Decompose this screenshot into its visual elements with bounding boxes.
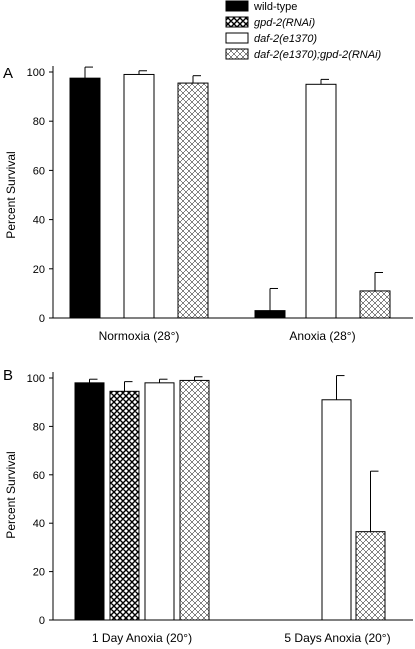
legend: wild-type gpd-2(RNAi) daf-2(e1370) daf-2… (225, 0, 382, 61)
panel-b-y-tick-label: 60 (33, 470, 45, 482)
panel-a-bar-daf-2 (305, 83, 337, 319)
panel-b-y-axis-label: Percent Survival (4, 451, 18, 538)
panel-a: A Percent Survival 0 20 40 60 80 100 Normoxia … (3, 65, 413, 343)
panel-a-y-tick-label: 80 (33, 116, 45, 128)
panel-b-y-tick-label: 0 (39, 615, 45, 627)
panel-a-y-tick-label: 100 (27, 67, 45, 79)
legend-label-daf-2: daf-2(e1370) (254, 33, 317, 45)
panel-b-category-label: 5 Days Anoxia (20°) (284, 631, 390, 645)
panel-a-category-label: Normoxia (28°) (99, 329, 180, 343)
legend-item-daf-2-gpd-2-rnai: daf-2(e1370);gpd-2(RNAi) (225, 48, 382, 61)
panel-b-y-tick-label: 40 (33, 518, 45, 530)
panel-b-category-label: 1 Day Anoxia (20°) (92, 631, 192, 645)
panel-a-bars (69, 66, 391, 319)
panel-b-bar-daf-2-gpd-2-rnai (355, 531, 386, 621)
legend-label-wild-type: wild-type (253, 1, 297, 13)
panel-a-y-tick-label: 40 (33, 215, 45, 227)
legend-label-gpd-2-rnai: gpd-2(RNAi) (254, 17, 315, 29)
panel-b-axes: 0 20 40 60 80 100 1 Day Anoxia (20°) 5 Days Ano… (27, 372, 413, 645)
legend-swatch-daf-2 (225, 32, 249, 44)
panel-a-bar-daf-2 (123, 73, 155, 319)
panel-a-y-tick-label: 60 (33, 165, 45, 177)
panel-b-bar-wild-type (74, 382, 105, 621)
legend-item-wild-type: wild-type (225, 0, 297, 13)
legend-swatch-daf-2-gpd-2-rnai (225, 48, 249, 60)
panel-a-y-axis-label: Percent Survival (4, 151, 18, 238)
panel-b-y-tick-label: 20 (33, 567, 45, 579)
panel-b-y-tick-label: 80 (33, 421, 45, 433)
legend-item-gpd-2-rnai: gpd-2(RNAi) (225, 16, 315, 29)
panel-b-bar-daf-2-gpd-2-rnai (179, 379, 210, 621)
panel-a-category-label: Anoxia (28°) (289, 329, 355, 343)
panel-a-y-tick-label: 20 (33, 264, 45, 276)
panel-a-axes: 0 20 40 60 80 100 Normoxia (28°) Anoxia (28°) (27, 66, 413, 343)
panel-b-bar-daf-2 (321, 399, 352, 621)
legend-label-daf-2-gpd-2-rnai: daf-2(e1370);gpd-2(RNAi) (254, 49, 382, 61)
panel-a-bar-wild-type (69, 77, 101, 319)
panel-b-bar-gpd-2-rnai (109, 390, 140, 621)
panel-b-bar-daf-2 (144, 382, 175, 621)
panel-b-letter: B (3, 367, 13, 384)
panel-a-letter: A (3, 65, 13, 82)
panel-b: B Percent Survival 0 20 40 60 80 100 1 Day Ano… (3, 367, 413, 645)
panel-b-bars (74, 375, 386, 621)
legend-item-daf-2: daf-2(e1370) (225, 32, 317, 45)
panel-a-bar-daf-2-gpd-2-rnai (359, 290, 391, 319)
legend-swatch-gpd-2-rnai (225, 16, 249, 28)
legend-swatch-wild-type (225, 0, 249, 12)
panel-a-bar-daf-2-gpd-2-rnai (177, 82, 209, 319)
panel-b-y-tick-label: 100 (27, 373, 45, 385)
panel-a-y-tick-label: 0 (39, 313, 45, 325)
panel-a-bar-wild-type (254, 310, 286, 319)
